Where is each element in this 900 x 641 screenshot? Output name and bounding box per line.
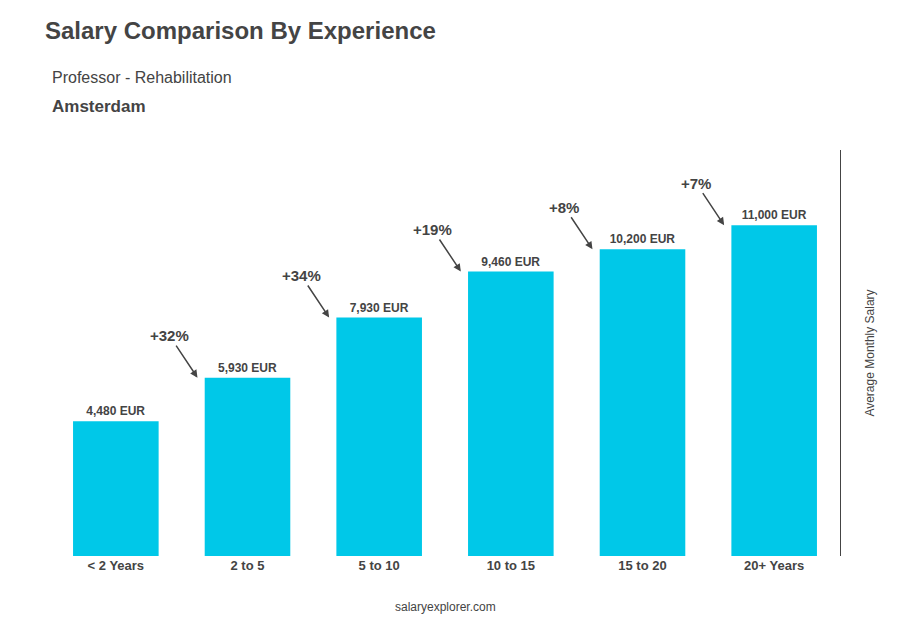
svg-text:4,480 EUR: 4,480 EUR	[86, 404, 145, 418]
svg-text:Amsterdam: Amsterdam	[52, 97, 146, 116]
svg-text:Salary Comparison By Experienc: Salary Comparison By Experience	[45, 17, 436, 44]
svg-text:10,200 EUR: 10,200 EUR	[610, 232, 676, 246]
svg-text:+8%: +8%	[549, 199, 579, 216]
svg-text:20+ Years: 20+ Years	[744, 558, 804, 573]
svg-text:5 to 10: 5 to 10	[359, 558, 400, 573]
svg-text:+32%: +32%	[150, 327, 189, 344]
svg-text:+19%: +19%	[413, 221, 452, 238]
svg-text:+34%: +34%	[282, 267, 321, 284]
svg-text:+7%: +7%	[681, 175, 711, 192]
svg-text:Professor - Rehabilitation: Professor - Rehabilitation	[52, 69, 232, 86]
svg-text:Average Monthly Salary: Average Monthly Salary	[863, 289, 877, 416]
svg-text:10 to 15: 10 to 15	[487, 558, 535, 573]
svg-text:15 to 20: 15 to 20	[618, 558, 666, 573]
svg-text:7,930 EUR: 7,930 EUR	[350, 301, 409, 315]
svg-text:salaryexplorer.com: salaryexplorer.com	[395, 600, 496, 614]
svg-text:2 to 5: 2 to 5	[231, 558, 265, 573]
svg-text:< 2 Years: < 2 Years	[88, 558, 145, 573]
svg-text:11,000 EUR: 11,000 EUR	[742, 208, 807, 222]
svg-text:9,460 EUR: 9,460 EUR	[481, 255, 540, 269]
svg-text:5,930 EUR: 5,930 EUR	[218, 361, 277, 375]
